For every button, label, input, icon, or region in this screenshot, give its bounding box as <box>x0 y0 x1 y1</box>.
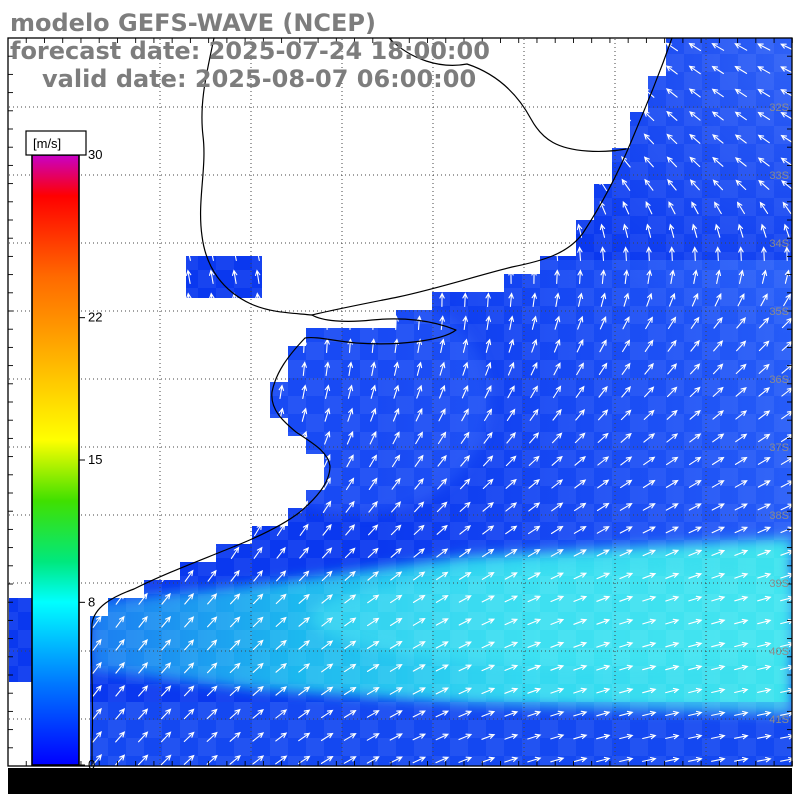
lat-label: 38S <box>769 510 789 522</box>
colorbar-tick-label: 8 <box>88 594 95 609</box>
coastline-uruguay <box>311 37 673 316</box>
footer-bar <box>8 768 792 794</box>
coastline-layer <box>90 37 673 767</box>
colorbar-tick-label: 0 <box>88 757 95 772</box>
colorbar-tick-label: 15 <box>88 452 102 467</box>
lat-label: 35S <box>769 306 789 318</box>
lat-label: 32S <box>769 102 789 114</box>
lat-label: 37S <box>769 442 789 454</box>
latlon-grid <box>9 39 791 765</box>
colorbar: 30 22 15 8 0 [m/s] <box>25 130 102 772</box>
latitude-labels: 32S 33S 34S 35S 36S 37S 38S 39S 40S 41S <box>769 102 789 726</box>
colorbar-tick-label: 22 <box>88 310 102 325</box>
lat-label: 40S <box>769 646 789 658</box>
lat-label: 34S <box>769 238 789 250</box>
map-frame <box>7 37 793 767</box>
lat-label: 33S <box>769 170 789 182</box>
forecast-date-line: forecast date: 2025-07-24 18:00:00 <box>10 37 490 65</box>
border-inland <box>388 37 627 152</box>
lat-label: 36S <box>769 374 789 386</box>
title-block: modelo GEFS-WAVE (NCEP) forecast date: 2… <box>10 9 490 93</box>
colorbar-unit-label: [m/s] <box>33 136 61 151</box>
colorbar-unit-box <box>25 130 87 156</box>
valid-date-line: valid date: 2025-08-07 06:00:00 <box>42 65 476 93</box>
model-title: modelo GEFS-WAVE (NCEP) <box>10 9 376 37</box>
colorbar-gradient <box>31 154 80 766</box>
lat-label: 39S <box>769 578 789 590</box>
lat-label: 41S <box>769 714 789 726</box>
colorbar-tick-label: 30 <box>88 147 102 162</box>
coastline-argentina <box>90 314 457 767</box>
river-uruguay <box>199 37 313 316</box>
